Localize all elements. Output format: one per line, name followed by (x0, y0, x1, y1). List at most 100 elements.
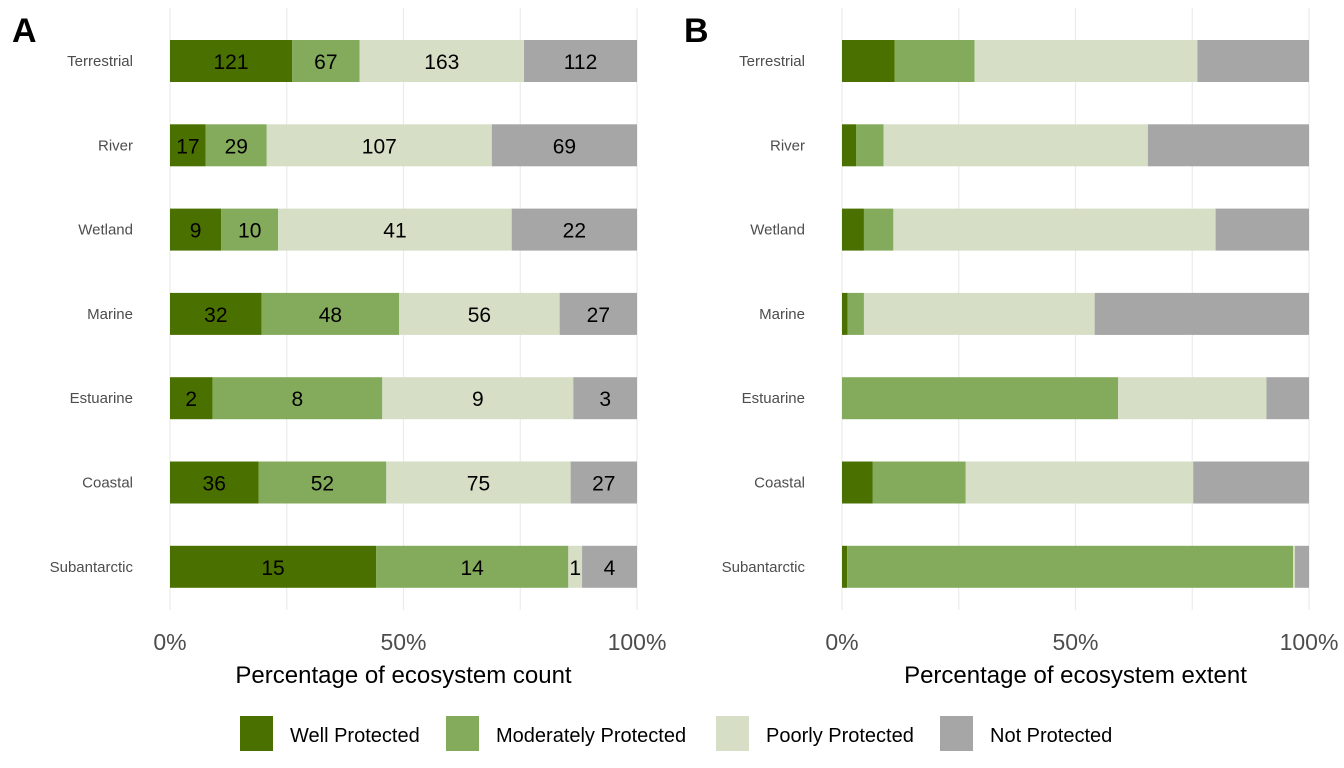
bar-value-label: 3 (599, 388, 611, 411)
bar-segment (1094, 292, 1309, 335)
bar-segment (491, 124, 637, 167)
bar-segment (1266, 377, 1309, 420)
bar-segment (511, 208, 637, 251)
category-label: Wetland (78, 222, 133, 239)
bar-segment (842, 545, 848, 588)
bar-value-label: 48 (319, 304, 342, 327)
bar-value-label: 69 (553, 135, 576, 158)
bar-segment (170, 292, 262, 335)
bar-segment (1294, 545, 1309, 588)
category-label: Marine (759, 306, 805, 323)
bar-segment (856, 124, 884, 167)
x-axis-title: Percentage of ecosystem extent (904, 662, 1247, 689)
bar-segment (399, 292, 560, 335)
bar-value-label: 27 (587, 304, 610, 327)
bar-value-label: 9 (190, 220, 202, 243)
legend-swatch (716, 716, 749, 751)
bar-segment (376, 545, 569, 588)
bar-value-label: 52 (311, 473, 334, 496)
bar-segment (382, 377, 574, 420)
bar-value-label: 112 (564, 51, 597, 74)
bar-segment (842, 461, 873, 504)
bar-segment (261, 292, 400, 335)
bar-segment (570, 461, 637, 504)
bar-segment (842, 40, 895, 82)
bar-segment (883, 124, 1148, 167)
bar-segment (170, 124, 206, 167)
bar-value-label: 41 (383, 220, 406, 243)
bar-segment (524, 40, 637, 82)
bar-segment (965, 461, 1194, 504)
bar-value-label: 22 (563, 220, 586, 243)
bar-segment (847, 545, 1294, 588)
bar-value-label: 56 (468, 304, 491, 327)
bar-segment (212, 377, 383, 420)
bar-segment (1147, 124, 1309, 167)
bar-segment (170, 40, 293, 82)
bar-segment (559, 292, 637, 335)
bar-value-label: 2 (185, 388, 197, 411)
bar-segment (568, 545, 583, 588)
x-tick-label: 50% (380, 629, 426, 655)
bar-value-label: 75 (467, 473, 490, 496)
bar-segment (974, 40, 1198, 82)
legend-label: Poorly Protected (766, 725, 914, 747)
bar-segment (1215, 208, 1309, 251)
bar-segment (1193, 461, 1309, 504)
bar-segment (205, 124, 267, 167)
panel-label: B (684, 12, 709, 50)
category-label: Marine (87, 306, 133, 323)
bar-value-label: 163 (424, 51, 459, 74)
x-tick-label: 0% (825, 629, 858, 655)
x-tick-label: 0% (153, 629, 186, 655)
bar-segment (1117, 377, 1267, 420)
category-label: Estuarine (70, 390, 133, 407)
category-label: Subantarctic (722, 559, 806, 576)
bar-segment (386, 461, 571, 504)
bar-segment (170, 461, 259, 504)
panel-label: A (12, 12, 37, 50)
bar-segment (278, 208, 512, 251)
bar-segment (1197, 40, 1309, 82)
bar-value-label: 10 (238, 220, 261, 243)
bar-value-label: 4 (604, 557, 616, 580)
bar-segment (170, 545, 377, 588)
category-label: River (770, 137, 805, 154)
legend-label: Not Protected (990, 725, 1112, 747)
bar-segment (872, 461, 966, 504)
category-label: River (98, 137, 133, 154)
bar-value-label: 8 (292, 388, 304, 411)
category-label: Terrestrial (739, 53, 805, 70)
bar-segment (842, 292, 848, 335)
bar-value-label: 107 (362, 135, 397, 158)
bar-value-label: 17 (176, 135, 199, 158)
category-label: Wetland (750, 222, 805, 239)
legend-swatch (940, 716, 973, 751)
x-tick-label: 100% (608, 629, 667, 655)
bar-value-label: 1 (569, 557, 581, 580)
bar-segment (847, 292, 864, 335)
bar-segment (170, 208, 222, 251)
bar-segment (258, 461, 387, 504)
bar-value-label: 27 (592, 473, 615, 496)
bar-value-label: 9 (472, 388, 484, 411)
bar-value-label: 121 (213, 51, 248, 74)
bar-segment (1293, 545, 1295, 588)
bar-segment (292, 40, 360, 82)
legend-label: Well Protected (290, 725, 420, 747)
category-label: Coastal (82, 475, 133, 492)
bar-segment (266, 124, 492, 167)
bar-value-label: 36 (203, 473, 226, 496)
bar-segment (359, 40, 525, 82)
bar-segment (842, 124, 857, 167)
bar-segment (842, 377, 1118, 420)
category-label: Subantarctic (50, 559, 134, 576)
legend-label: Moderately Protected (496, 725, 686, 747)
bar-segment (221, 208, 279, 251)
bar-value-label: 15 (261, 557, 284, 580)
legend-swatch (446, 716, 479, 751)
bar-segment (863, 208, 894, 251)
category-label: Estuarine (742, 390, 805, 407)
bar-segment (893, 208, 1216, 251)
